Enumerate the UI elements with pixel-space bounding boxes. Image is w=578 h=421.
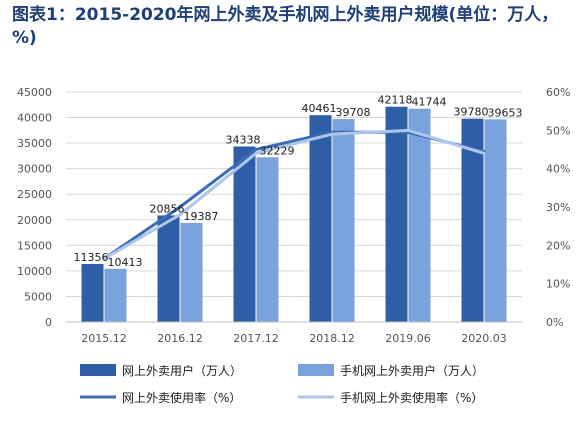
bar-data-label: 39708 bbox=[336, 106, 371, 119]
y-right-tick-label: 40% bbox=[546, 163, 570, 176]
axes: 0 5000 10000 15000 20000 25000 30000 35000 40000… bbox=[17, 86, 570, 345]
bar bbox=[408, 108, 431, 322]
y-left-tick-label: 20000 bbox=[17, 214, 52, 227]
y-left-tick-label: 15000 bbox=[17, 239, 52, 252]
legend-label: 网上外卖用户（万人） bbox=[122, 363, 242, 378]
legend-label: 手机网上外卖使用率（%） bbox=[340, 390, 483, 405]
bar bbox=[157, 215, 180, 322]
x-tick-label: 2018.12 bbox=[309, 332, 355, 345]
legend-label: 网上外卖使用率（%） bbox=[122, 390, 241, 405]
y-left-tick-label: 45000 bbox=[17, 86, 52, 99]
y-left-tick-label: 40000 bbox=[17, 112, 52, 125]
legend: 网上外卖用户（万人） 手机网上外卖用户（万人） 网上外卖使用率（%） 手机网上外卖使用… bbox=[80, 363, 484, 405]
bar-data-label: 10413 bbox=[108, 256, 143, 269]
y-right-tick-label: 10% bbox=[546, 278, 570, 291]
bar bbox=[332, 119, 355, 322]
y-left-tick-label: 5000 bbox=[24, 290, 52, 303]
y-right-tick-label: 0% bbox=[546, 316, 563, 329]
x-tick-label: 2020.03 bbox=[461, 332, 507, 345]
bar bbox=[180, 222, 203, 322]
bar bbox=[81, 263, 104, 322]
legend-swatch bbox=[298, 364, 334, 376]
bar-data-label: 39780 bbox=[454, 106, 489, 119]
legend-label: 手机网上外卖用户（万人） bbox=[340, 363, 484, 378]
y-right-tick-label: 60% bbox=[546, 86, 570, 99]
bar-data-label: 42118 bbox=[378, 94, 413, 107]
bar bbox=[233, 146, 256, 322]
bar-data-label: 19387 bbox=[184, 210, 219, 223]
bar-data-label: 40461 bbox=[302, 102, 337, 115]
data-labels: 11356 20856 34338 40461 42118 39780 10413 19387… bbox=[74, 94, 523, 269]
y-left-tick-label: 25000 bbox=[17, 188, 52, 201]
y-right-tick-label: 50% bbox=[546, 124, 570, 137]
bar-data-label: 41744 bbox=[412, 96, 447, 109]
y-left-tick-label: 0 bbox=[45, 316, 52, 329]
bar bbox=[484, 119, 507, 323]
bar-data-label: 39653 bbox=[488, 106, 523, 119]
y-right-tick-label: 20% bbox=[546, 239, 570, 252]
bar-series bbox=[81, 106, 507, 323]
grid-lines bbox=[66, 91, 522, 323]
bar-data-label: 34338 bbox=[226, 133, 261, 146]
bar bbox=[309, 115, 332, 322]
bar-data-label: 11356 bbox=[74, 251, 109, 264]
bar bbox=[385, 106, 408, 322]
y-right-tick-label: 30% bbox=[546, 201, 570, 214]
x-tick-label: 2019.06 bbox=[385, 332, 431, 345]
legend-swatch bbox=[80, 364, 116, 376]
x-tick-label: 2016.12 bbox=[157, 332, 203, 345]
y-left-tick-label: 30000 bbox=[17, 163, 52, 176]
y-left-tick-label: 35000 bbox=[17, 137, 52, 150]
x-tick-label: 2015.12 bbox=[81, 332, 127, 345]
y-left-tick-label: 10000 bbox=[17, 265, 52, 278]
line-series-path bbox=[102, 128, 486, 261]
chart-title: 图表1：2015-2020年网上外卖及手机网上外卖用户规模(单位：万人，%) bbox=[12, 5, 559, 48]
line-series bbox=[102, 128, 486, 261]
bar bbox=[104, 268, 127, 322]
x-tick-label: 2017.12 bbox=[233, 332, 279, 345]
bar bbox=[256, 157, 279, 322]
bar-data-label: 20856 bbox=[150, 202, 185, 215]
bar-data-label: 32229 bbox=[260, 144, 295, 157]
bar bbox=[461, 118, 484, 323]
